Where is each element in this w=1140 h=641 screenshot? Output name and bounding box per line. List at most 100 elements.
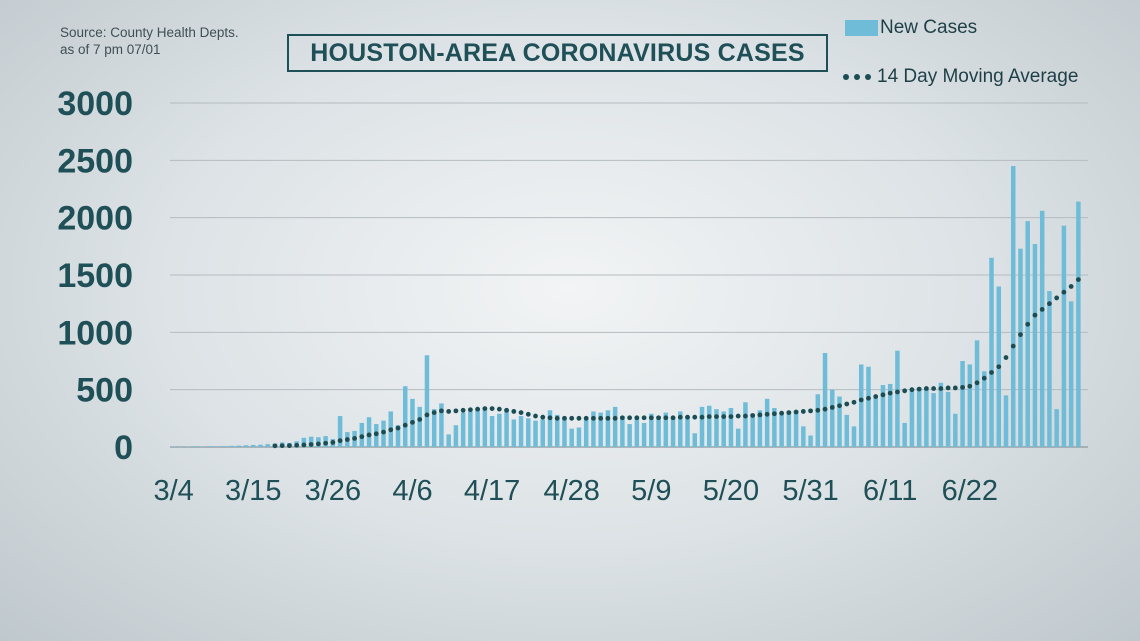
bar-day-6 [214, 446, 220, 447]
avg-point-day-105 [931, 386, 937, 391]
bar-day-67 [656, 416, 661, 447]
avg-point-day-31 [395, 425, 401, 431]
avg-point-day-35 [424, 412, 430, 418]
legend-dots-swatch [843, 74, 871, 80]
bar-day-63 [627, 424, 632, 447]
bar-day-110 [967, 364, 973, 447]
bar-day-125 [1076, 201, 1081, 447]
bar-day-49 [526, 418, 531, 447]
avg-point-day-21 [323, 440, 329, 446]
bar-day-92 [837, 396, 842, 447]
bar-day-84 [779, 412, 784, 447]
bar-day-86 [793, 410, 799, 447]
bar-day-47 [511, 419, 517, 447]
source-line-1: Source: County Health Depts. [60, 25, 239, 40]
avg-point-day-94 [851, 399, 857, 405]
bar-day-83 [772, 408, 777, 447]
avg-point-day-39 [453, 408, 459, 414]
avg-point-day-125 [1075, 277, 1081, 282]
x-tick-label-5-9: 5/9 [631, 475, 671, 507]
avg-point-day-122 [1054, 295, 1060, 301]
bar-day-54 [562, 419, 567, 447]
bar-day-23 [337, 416, 343, 447]
bar-day-108 [953, 413, 958, 447]
avg-point-day-65 [641, 415, 647, 421]
bar-day-66 [649, 413, 654, 447]
bar-day-65 [641, 422, 647, 447]
avg-point-day-48 [518, 410, 524, 415]
bar-day-112 [982, 371, 987, 447]
avg-point-day-119 [1032, 312, 1038, 318]
x-tick-label-5-31: 5/31 [782, 475, 838, 507]
avg-point-day-74 [706, 414, 712, 420]
avg-point-day-26 [359, 434, 365, 440]
avg-point-day-83 [771, 411, 777, 417]
avg-point-day-34 [417, 417, 423, 422]
bar-day-11 [250, 444, 256, 447]
x-tick-label-4-17: 4/17 [464, 475, 520, 507]
avg-point-day-79 [743, 413, 748, 419]
avg-point-day-47 [511, 409, 517, 414]
bar-day-41 [468, 411, 473, 447]
bar-day-71 [685, 416, 690, 447]
bar-day-68 [663, 412, 669, 447]
avg-point-day-91 [829, 405, 835, 410]
avg-point-day-45 [496, 406, 502, 412]
bar-day-2 [185, 446, 191, 448]
avg-point-day-86 [793, 409, 799, 415]
avg-point-day-55 [569, 415, 575, 421]
avg-point-day-113 [989, 370, 994, 375]
bar-day-32 [402, 386, 408, 447]
bar-day-4 [200, 446, 205, 447]
avg-point-day-118 [1025, 321, 1031, 327]
bar-day-46 [504, 409, 509, 447]
avg-point-day-46 [504, 407, 509, 413]
bar-day-100 [895, 350, 900, 447]
bar-day-120 [1039, 210, 1045, 447]
bar-day-72 [692, 433, 698, 447]
legend-bar-swatch [845, 20, 878, 36]
avg-point-day-78 [735, 413, 741, 419]
bar-day-121 [1047, 291, 1052, 447]
bar-day-76 [721, 411, 726, 447]
x-tick-label-4-28: 4/28 [543, 475, 599, 507]
avg-point-day-95 [858, 397, 864, 403]
avg-point-day-49 [525, 411, 531, 417]
avg-point-day-114 [996, 364, 1002, 370]
bar-day-56 [576, 427, 582, 447]
avg-point-day-97 [873, 394, 879, 399]
avg-point-day-89 [815, 407, 821, 413]
avg-point-day-54 [562, 415, 567, 421]
avg-point-day-20 [315, 441, 321, 447]
avg-point-day-72 [692, 414, 698, 420]
bar-day-36 [431, 409, 437, 447]
bar-day-42 [475, 408, 480, 447]
x-tick-label-6-11: 6/11 [863, 475, 917, 507]
bar-day-19 [308, 436, 314, 447]
avg-point-day-71 [685, 414, 690, 420]
bar-day-38 [446, 434, 451, 447]
legend-label-moving-average: 14 Day Moving Average [877, 66, 1079, 87]
avg-point-day-69 [670, 415, 676, 421]
bar-day-94 [851, 426, 857, 447]
bar-day-109 [960, 361, 965, 447]
bar-day-9 [236, 445, 242, 447]
avg-point-day-80 [750, 413, 756, 418]
avg-point-day-92 [837, 403, 842, 409]
avg-point-day-120 [1039, 307, 1045, 312]
bar-day-80 [750, 413, 755, 447]
avg-point-day-73 [699, 414, 705, 420]
bar-day-75 [714, 409, 719, 447]
avg-point-day-57 [583, 415, 589, 421]
avg-point-day-88 [808, 408, 813, 414]
x-tick-label-3-26: 3/26 [305, 475, 361, 507]
avg-point-day-100 [895, 389, 900, 395]
bar-day-45 [497, 413, 502, 447]
y-tick-label-1000: 1000 [57, 314, 133, 352]
bar-day-104 [924, 387, 929, 447]
avg-point-day-68 [663, 415, 669, 421]
bar-day-103 [916, 387, 922, 447]
bar-day-88 [808, 435, 813, 447]
avg-point-day-41 [467, 407, 473, 413]
